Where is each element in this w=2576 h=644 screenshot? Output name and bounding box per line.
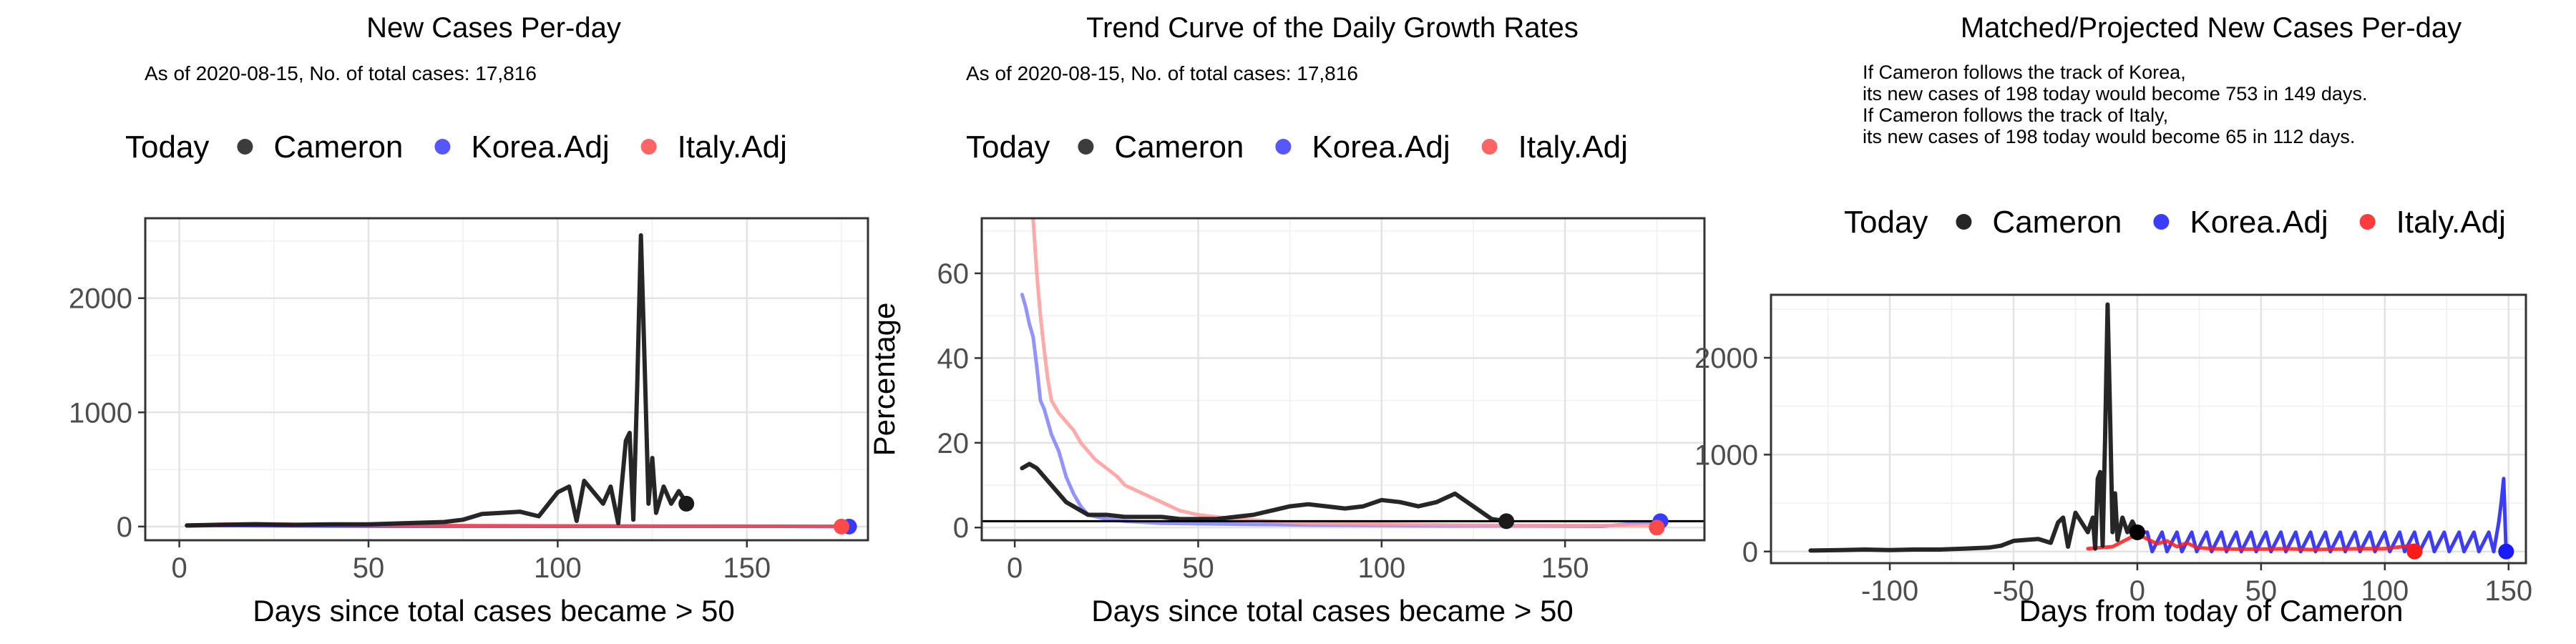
x-tick-label: -50 bbox=[1993, 575, 2034, 607]
today-point-korea-adj bbox=[2498, 543, 2514, 560]
x-tick-label: 150 bbox=[2484, 575, 2532, 607]
legend-key-cameron bbox=[1956, 214, 1972, 230]
legend-label: Cameron bbox=[1992, 205, 2122, 240]
plot-border bbox=[980, 217, 1706, 542]
chart-title: Matched/Projected New Cases Per-day bbox=[1961, 12, 2462, 44]
chart-panel-3: -100 -50 0 50 100 150 0 1000 2000 Matched/Project… bbox=[1694, 12, 2532, 628]
plot-border bbox=[144, 217, 869, 542]
y-tick-label: 2000 bbox=[1694, 343, 1758, 374]
chart-panel-2: 0 50 100 150 0 20 40 60 Trend Curve of the Daily… bbox=[867, 12, 1706, 628]
today-point-cameron bbox=[2129, 524, 2145, 540]
legend-label: Cameron bbox=[1114, 130, 1244, 165]
x-tick-label: 100 bbox=[2361, 575, 2409, 607]
chart-subtitle: As of 2020-08-15, No. of total cases: 17… bbox=[145, 62, 537, 84]
legend-label: Italy.Adj bbox=[2396, 205, 2506, 240]
chart-subtitle: As of 2020-08-15, No. of total cases: 17… bbox=[966, 62, 1358, 84]
legend-title: Today bbox=[125, 130, 209, 165]
chart-title: New Cases Per-day bbox=[366, 12, 621, 44]
series-line-cameron bbox=[1808, 302, 2140, 553]
annotation-line: If Cameron follows the track of Italy, bbox=[1863, 104, 2168, 126]
x-axis-label: Days since total cases became > 50 bbox=[253, 594, 735, 628]
x-tick-label: 150 bbox=[723, 552, 771, 584]
y-tick-label: 20 bbox=[937, 428, 970, 459]
y-tick-label: 40 bbox=[937, 343, 970, 374]
x-tick-label: 50 bbox=[353, 552, 385, 584]
x-tick-label: 100 bbox=[534, 552, 582, 584]
plot-background bbox=[145, 218, 868, 540]
legend-title: Today bbox=[966, 130, 1050, 165]
y-axis-label: Percentage bbox=[867, 303, 901, 457]
series-line-italy-adj bbox=[1031, 218, 1659, 527]
chart-panel-1: 0 50 100 150 0 1000 2000 New Cases Per-day As of… bbox=[69, 12, 869, 628]
legend-label: Korea.Adj bbox=[1312, 130, 1450, 165]
legend-title: Today bbox=[1844, 205, 1928, 240]
x-tick-label: 0 bbox=[2129, 575, 2145, 607]
legend-key-italy-adj bbox=[2359, 214, 2376, 230]
x-axis-label: Days since total cases became > 50 bbox=[1091, 594, 1574, 628]
today-point-italy-adj bbox=[1649, 519, 1665, 536]
y-tick-label: 0 bbox=[953, 512, 969, 544]
legend-key-korea-adj bbox=[434, 139, 451, 155]
series-line-korea-adj bbox=[2135, 477, 2508, 554]
today-point-cameron bbox=[1498, 513, 1515, 530]
legend-label: Cameron bbox=[273, 130, 403, 165]
x-tick-label: 100 bbox=[1357, 552, 1405, 584]
plot-background bbox=[1771, 295, 2526, 563]
legend-label: Italy.Adj bbox=[1518, 130, 1628, 165]
y-tick-label: 60 bbox=[937, 258, 970, 290]
annotation-line: If Cameron follows the track of Korea, bbox=[1863, 62, 2186, 83]
today-point-italy-adj bbox=[833, 518, 849, 535]
legend-key-korea-adj bbox=[1275, 139, 1292, 155]
legend-label: Korea.Adj bbox=[471, 130, 609, 165]
legend: Today Cameron Korea.Adj Italy.Adj bbox=[1844, 205, 2506, 240]
x-tick-label: -100 bbox=[1861, 575, 1918, 607]
x-tick-label: 150 bbox=[1541, 552, 1589, 584]
legend: Today Cameron Korea.Adj Italy.Adj bbox=[966, 130, 1628, 165]
annotation-line: its new cases of 198 today would become … bbox=[1863, 126, 2355, 147]
series-line-cameron bbox=[185, 233, 689, 528]
y-tick-label: 0 bbox=[1742, 537, 1758, 568]
series-line-cameron bbox=[1020, 462, 1509, 524]
legend-label: Italy.Adj bbox=[678, 130, 787, 165]
x-tick-label: 50 bbox=[1182, 552, 1214, 584]
chart-title: Trend Curve of the Daily Growth Rates bbox=[1086, 12, 1579, 44]
legend-key-cameron bbox=[1078, 139, 1094, 155]
y-tick-label: 1000 bbox=[1694, 439, 1758, 471]
x-tick-label: 50 bbox=[2245, 575, 2278, 607]
legend-key-cameron bbox=[237, 139, 253, 155]
legend-key-italy-adj bbox=[640, 139, 657, 155]
y-tick-label: 2000 bbox=[69, 283, 132, 315]
legend-key-korea-adj bbox=[2153, 214, 2170, 230]
legend-label: Korea.Adj bbox=[2190, 205, 2328, 240]
plot-border bbox=[1770, 293, 2527, 565]
x-axis-label: Days from today of Cameron bbox=[2019, 594, 2404, 628]
plot-background bbox=[982, 218, 1704, 540]
legend-key-italy-adj bbox=[1481, 139, 1498, 155]
annotation-line: its new cases of 198 today would become … bbox=[1863, 83, 2367, 104]
legend: Today Cameron Korea.Adj Italy.Adj bbox=[125, 130, 787, 165]
today-point-cameron bbox=[678, 495, 695, 512]
today-point-italy-adj bbox=[2406, 543, 2423, 560]
series-line-italy-adj bbox=[2086, 532, 2416, 552]
y-tick-label: 0 bbox=[117, 512, 132, 543]
y-tick-label: 1000 bbox=[69, 397, 132, 429]
x-tick-label: 0 bbox=[1007, 552, 1023, 584]
x-tick-label: 0 bbox=[171, 552, 187, 584]
